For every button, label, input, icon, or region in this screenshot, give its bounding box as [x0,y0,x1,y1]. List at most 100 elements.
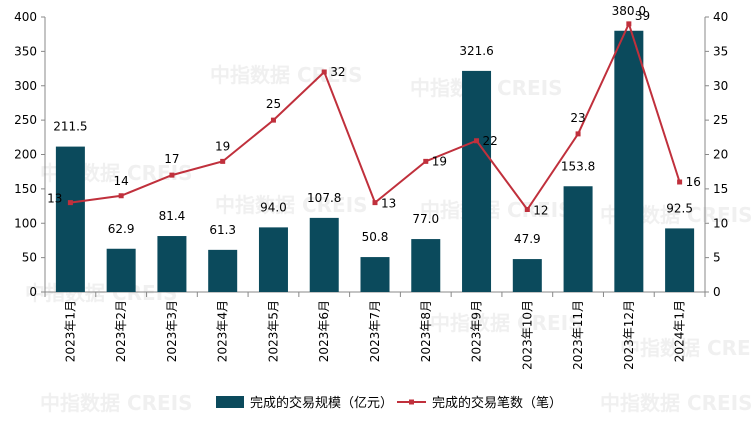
bar [258,227,288,292]
line-point [220,158,226,164]
line-value-label: 13 [381,197,396,211]
bar-value-label: 77.0 [412,212,439,226]
watermark-text: 中指数据 CREIS [210,63,363,87]
axes: 0 50 100 150 200 250 300 350 400 0 5 10 15 20 25 30 35 40… [14,10,728,370]
line-value-label: 14 [114,174,129,188]
bar [563,186,593,292]
x-tick-label: 2023年9月 [470,300,484,362]
bar-value-label: 380.0 [612,4,646,18]
x-tick-label: 2023年6月 [317,300,331,362]
bar-value-label: 92.5 [666,201,693,215]
bar-value-label: 94.0 [260,200,287,214]
line-point [474,138,480,144]
line-value-label: 32 [330,65,345,79]
line-point [118,193,124,199]
bar-value-label: 47.9 [514,232,541,246]
bar [411,239,441,292]
legend-line-label: 完成的交易笔数（笔） [432,395,562,411]
x-tick-label: 2023年4月 [216,300,230,362]
y-left-tick-label: 150 [14,182,37,196]
bar [208,249,238,292]
x-tick-label: 2023年11月 [571,300,585,370]
bar-value-label: 50.8 [362,230,389,244]
x-tick-label: 2023年8月 [419,300,433,362]
bar [360,257,390,292]
y-right-tick-label: 0 [713,285,721,299]
bar-value-label: 81.4 [159,209,186,223]
bar [614,30,644,292]
line-point [372,200,378,206]
bar [157,236,187,292]
line-value-label: 23 [570,111,585,125]
legend-line-marker [409,399,414,405]
y-left-tick-label: 50 [22,251,37,265]
data-labels: 211.5 62.9 81.4 61.3 94.0 107.8 50.8 77.0 321.6 4… [47,4,701,246]
x-tick-label: 2023年12月 [622,300,636,370]
line-value-label: 17 [164,152,179,166]
line-value-label: 13 [47,192,62,206]
y-right-tick-label: 5 [713,251,721,265]
watermark-text: 中指数据 CREIS [430,311,583,335]
line-point [270,117,276,123]
watermark-text: 中指数据 CREIS [40,391,193,415]
line-value-label: 25 [266,97,281,111]
bar [512,259,542,292]
line-point [321,69,327,75]
bar [106,248,136,292]
x-tick-label: 2023年5月 [266,300,280,362]
y-right-tick-label: 15 [713,182,728,196]
x-tick-label: 2023年2月 [114,300,128,362]
line-point [169,172,175,178]
bar-value-label: 107.8 [307,191,341,205]
x-tick-label: 2024年1月 [673,300,687,362]
x-tick-label: 2023年7月 [368,300,382,362]
bar [55,146,85,292]
bar-value-label: 62.9 [108,222,135,236]
line-series [67,21,683,212]
line-point [524,207,530,212]
line-point [575,131,581,137]
y-right-tick-label: 30 [713,79,728,93]
bar [309,217,339,292]
bar-value-label: 153.8 [561,159,595,173]
y-left-tick-label: 300 [14,79,37,93]
bar-value-label: 211.5 [53,120,87,134]
line-point [626,21,632,27]
y-right-tick-label: 10 [713,216,728,230]
bar-value-label: 321.6 [459,44,493,58]
y-left-tick-label: 250 [14,113,37,127]
x-tick-label: 2023年1月 [63,300,77,362]
watermark-text: 中指数据 CREIS [25,281,178,305]
y-right-tick-label: 25 [713,113,728,127]
legend: 完成的交易规模（亿元） 完成的交易笔数（笔） [216,395,562,411]
x-tick-label: 2023年10月 [520,300,534,370]
y-right-tick-label: 20 [713,148,728,162]
y-left-tick-label: 350 [14,44,37,58]
y-left-tick-label: 100 [14,216,37,230]
watermark-text: 中指数据 CREIS [420,198,573,222]
bar [462,70,492,293]
bar-value-label: 61.3 [209,223,236,237]
line-value-label: 19 [432,154,447,168]
legend-bar-label: 完成的交易规模（亿元） [250,395,393,411]
watermark-text: 中指数据 CREIS [620,336,751,360]
watermark-text: 中指数据 CREIS [600,391,751,415]
line-point [423,158,429,164]
line-value-label: 12 [533,204,548,218]
line-value-label: 19 [215,139,230,153]
line-value-label: 39 [635,9,650,23]
bar [665,228,695,292]
line-point [67,200,73,206]
y-left-tick-label: 0 [29,285,37,299]
x-tick-label: 2023年3月 [165,300,179,362]
y-left-tick-label: 400 [14,10,37,24]
watermarks: 中指数据 CREIS 中指数据 CREIS 中指数据 CREIS 中指数据 CREIS… [25,63,751,415]
line-point [677,179,683,185]
y-right-tick-label: 40 [713,10,728,24]
bar-series [55,30,695,293]
watermark-text: 中指数据 CREIS [215,193,368,217]
y-right-tick-label: 35 [713,44,728,58]
legend-bar-swatch [216,396,244,408]
y-left-tick-label: 200 [14,148,37,162]
